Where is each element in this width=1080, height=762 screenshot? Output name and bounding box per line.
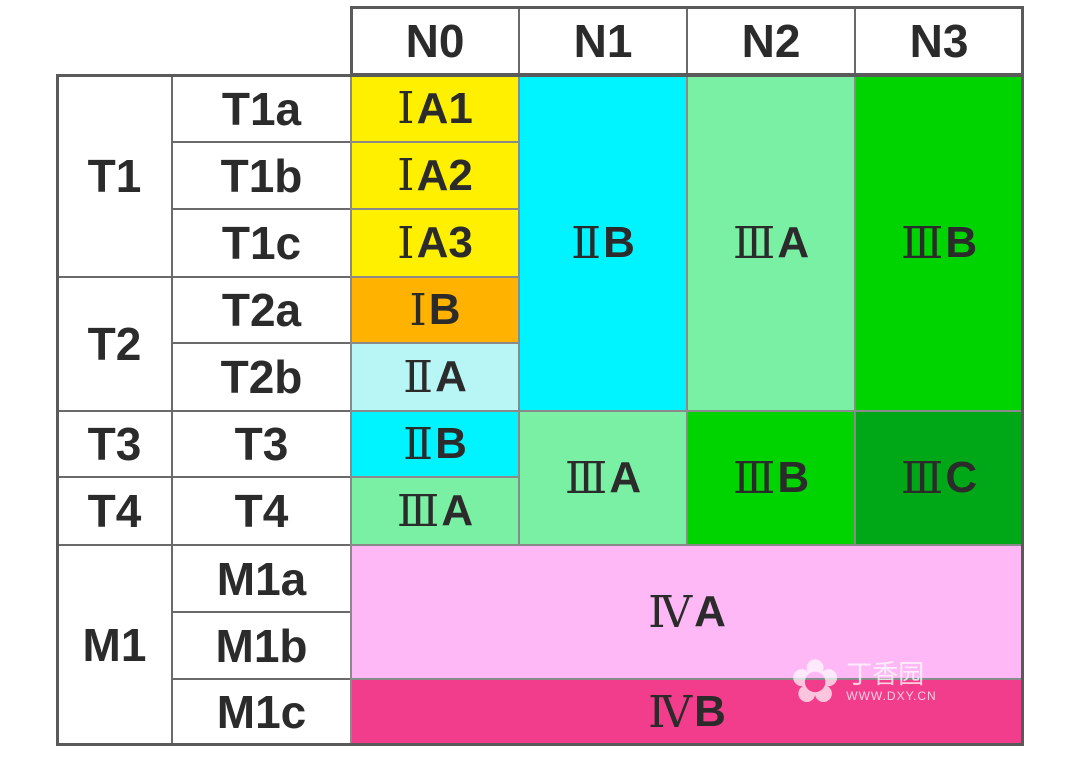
stage-label: B [428, 285, 461, 334]
stage-cell-n0-t1c: Ⅰ A3 [350, 208, 520, 278]
stage-roman: Ⅰ [397, 84, 415, 133]
stage-roman: Ⅲ [564, 453, 608, 503]
stage-label: B [603, 218, 635, 267]
stage-label: B [435, 419, 467, 468]
stage-roman: Ⅲ [900, 218, 944, 268]
stage-label: A [777, 218, 810, 267]
group-label-t4: T4 [56, 476, 173, 546]
group-label-t1: T1 [56, 74, 173, 278]
stage-label: B [777, 453, 810, 502]
row-label-t1c: T1c [171, 208, 352, 278]
stage-label: A1 [416, 83, 473, 133]
stage-label: B [945, 218, 978, 267]
stage-roman: Ⅲ [396, 486, 440, 536]
row-label-t2b: T2b [171, 342, 352, 412]
column-header-n0: N0 [350, 6, 520, 76]
group-label-t3: T3 [56, 410, 173, 478]
stage-label: A [441, 486, 474, 535]
stage-roman: Ⅲ [900, 453, 944, 503]
stage-label: B [694, 687, 726, 736]
stage-label: A3 [416, 218, 473, 267]
stage-roman: Ⅲ [732, 453, 776, 503]
stage-label: A [694, 587, 726, 636]
stage-roman: Ⅱ [403, 352, 434, 402]
stage-cell-n0-t1a: Ⅰ A1 [350, 74, 520, 143]
stage-label: C [945, 453, 978, 502]
stage-roman: Ⅳ [648, 587, 693, 637]
group-label-m1: M1 [56, 544, 173, 746]
stage-roman: Ⅰ [397, 151, 415, 200]
row-label-m1b: M1b [171, 611, 352, 680]
stage-label: A2 [416, 150, 473, 200]
row-label-t4: T4 [171, 476, 352, 546]
row-label-t3: T3 [171, 410, 352, 478]
stage-cell-n0-t1b: Ⅰ A2 [350, 141, 520, 210]
column-header-n3: N3 [854, 6, 1024, 76]
stage-roman: Ⅱ [571, 218, 602, 268]
stage-roman: Ⅰ [409, 285, 427, 335]
stage-label: A [435, 352, 467, 401]
stage-roman: Ⅳ [648, 687, 693, 737]
row-label-t2a: T2a [171, 276, 352, 344]
column-header-n2: N2 [686, 6, 856, 76]
stage-label: A [609, 453, 642, 502]
stage-roman: Ⅰ [397, 218, 415, 268]
row-label-m1c: M1c [171, 678, 352, 746]
row-label-m1a: M1a [171, 544, 352, 613]
stage-roman: Ⅱ [403, 419, 434, 469]
stage-roman: Ⅲ [732, 218, 776, 268]
column-header-n1: N1 [518, 6, 688, 76]
row-label-t1b: T1b [171, 141, 352, 210]
row-label-t1a: T1a [171, 74, 352, 143]
group-label-t2: T2 [56, 276, 173, 412]
